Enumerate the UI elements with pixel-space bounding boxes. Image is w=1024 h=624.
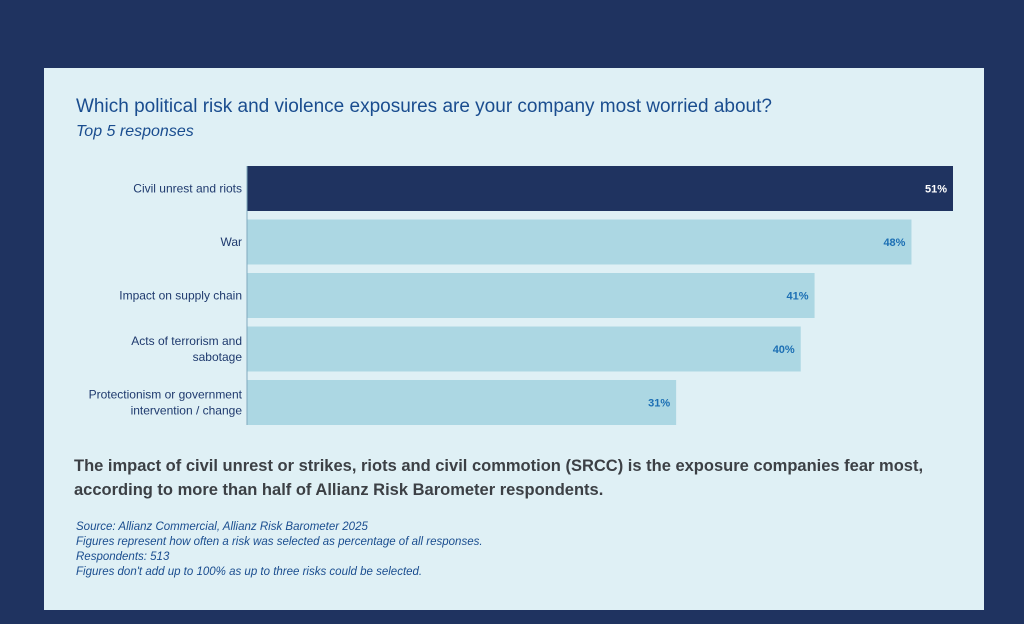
value-label-2: 41% (787, 291, 809, 303)
respondents-note: Respondents: 513 (76, 551, 170, 563)
category-label-2: Impact on supply chain (119, 289, 242, 303)
category-label-0: Civil unrest and riots (133, 182, 242, 196)
bar-0 (247, 166, 953, 211)
source-note: Source: Allianz Commercial, Allianz Risk… (76, 521, 368, 533)
value-label-3: 40% (773, 344, 795, 356)
bar-1 (247, 219, 912, 265)
bar-3 (247, 326, 801, 372)
summary-text: The impact of civil unrest or strikes, r… (74, 457, 924, 499)
bar-4 (247, 380, 677, 425)
value-label-0: 51% (925, 184, 947, 196)
sum-note: Figures don't add up to 100% as up to th… (76, 566, 423, 578)
footnotes: Source: Allianz Commercial, Allianz Risk… (76, 520, 956, 580)
bar-2 (247, 273, 815, 318)
value-label-4: 31% (648, 398, 670, 410)
value-label-1: 48% (883, 237, 905, 249)
category-label-4: Protectionism or government intervention … (89, 388, 243, 418)
chart-title: Which political risk and violence exposu… (76, 96, 772, 117)
chart-card: Which political risk and violence exposu… (44, 68, 984, 610)
bar-chart: 51% Civil unrest and riots 48% War 41% Impact… (89, 166, 953, 425)
category-label-1: War (220, 235, 242, 249)
figures-note: Figures represent how often a risk was s… (76, 536, 483, 548)
category-label-3: Acts of terrorism and sabotage (131, 334, 242, 364)
chart-subtitle: Top 5 responses (76, 123, 194, 140)
